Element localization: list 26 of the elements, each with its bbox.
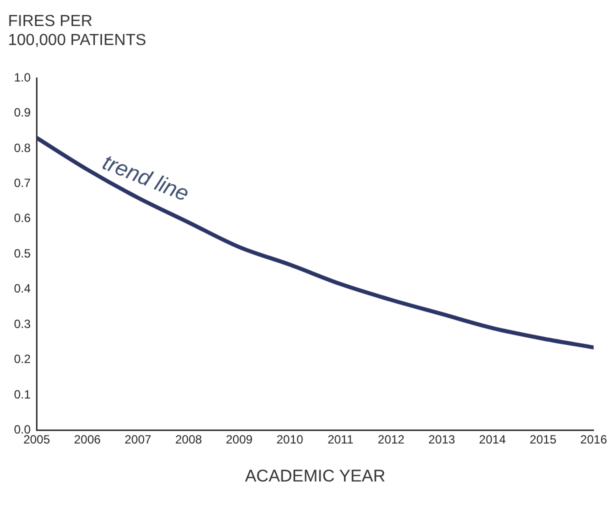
x-tick-label: 2006 xyxy=(74,432,101,447)
y-tick-label: 0.5 xyxy=(14,246,31,260)
y-tick-label: 0.8 xyxy=(14,140,31,155)
y-tick-label: 0.9 xyxy=(14,106,31,120)
x-tick-label: 2012 xyxy=(378,432,405,447)
y-tick-label: 0.3 xyxy=(14,316,31,331)
x-tick-label: 2007 xyxy=(124,432,152,447)
x-tick-label: 2011 xyxy=(328,432,354,447)
x-tick-label: 2015 xyxy=(530,432,557,447)
x-tick-label: 2010 xyxy=(276,432,304,447)
x-tick-label: 2016 xyxy=(580,432,608,447)
annotation: trend line xyxy=(99,149,193,206)
x-tick-label: 2014 xyxy=(479,432,506,447)
x-tick-label: 2013 xyxy=(428,432,456,447)
line-series xyxy=(36,136,594,350)
y-tick-label: 0.7 xyxy=(14,176,31,190)
y-tick-label: 0.2 xyxy=(14,352,31,366)
x-tick-label: 2009 xyxy=(226,432,253,447)
y-tick-label: 0.4 xyxy=(14,282,31,296)
y-axis-title: FIRES PER 100,000 PATIENTS xyxy=(8,12,146,50)
x-tick-label: 2005 xyxy=(23,432,50,447)
y-tick-label: 1.0 xyxy=(14,70,31,84)
y-tick-label: 0.6 xyxy=(14,211,31,226)
y-tick-label: 0.1 xyxy=(14,387,31,402)
x-axis-title: ACADEMIC YEAR xyxy=(244,466,386,486)
x-tick-label: 2008 xyxy=(175,432,202,447)
